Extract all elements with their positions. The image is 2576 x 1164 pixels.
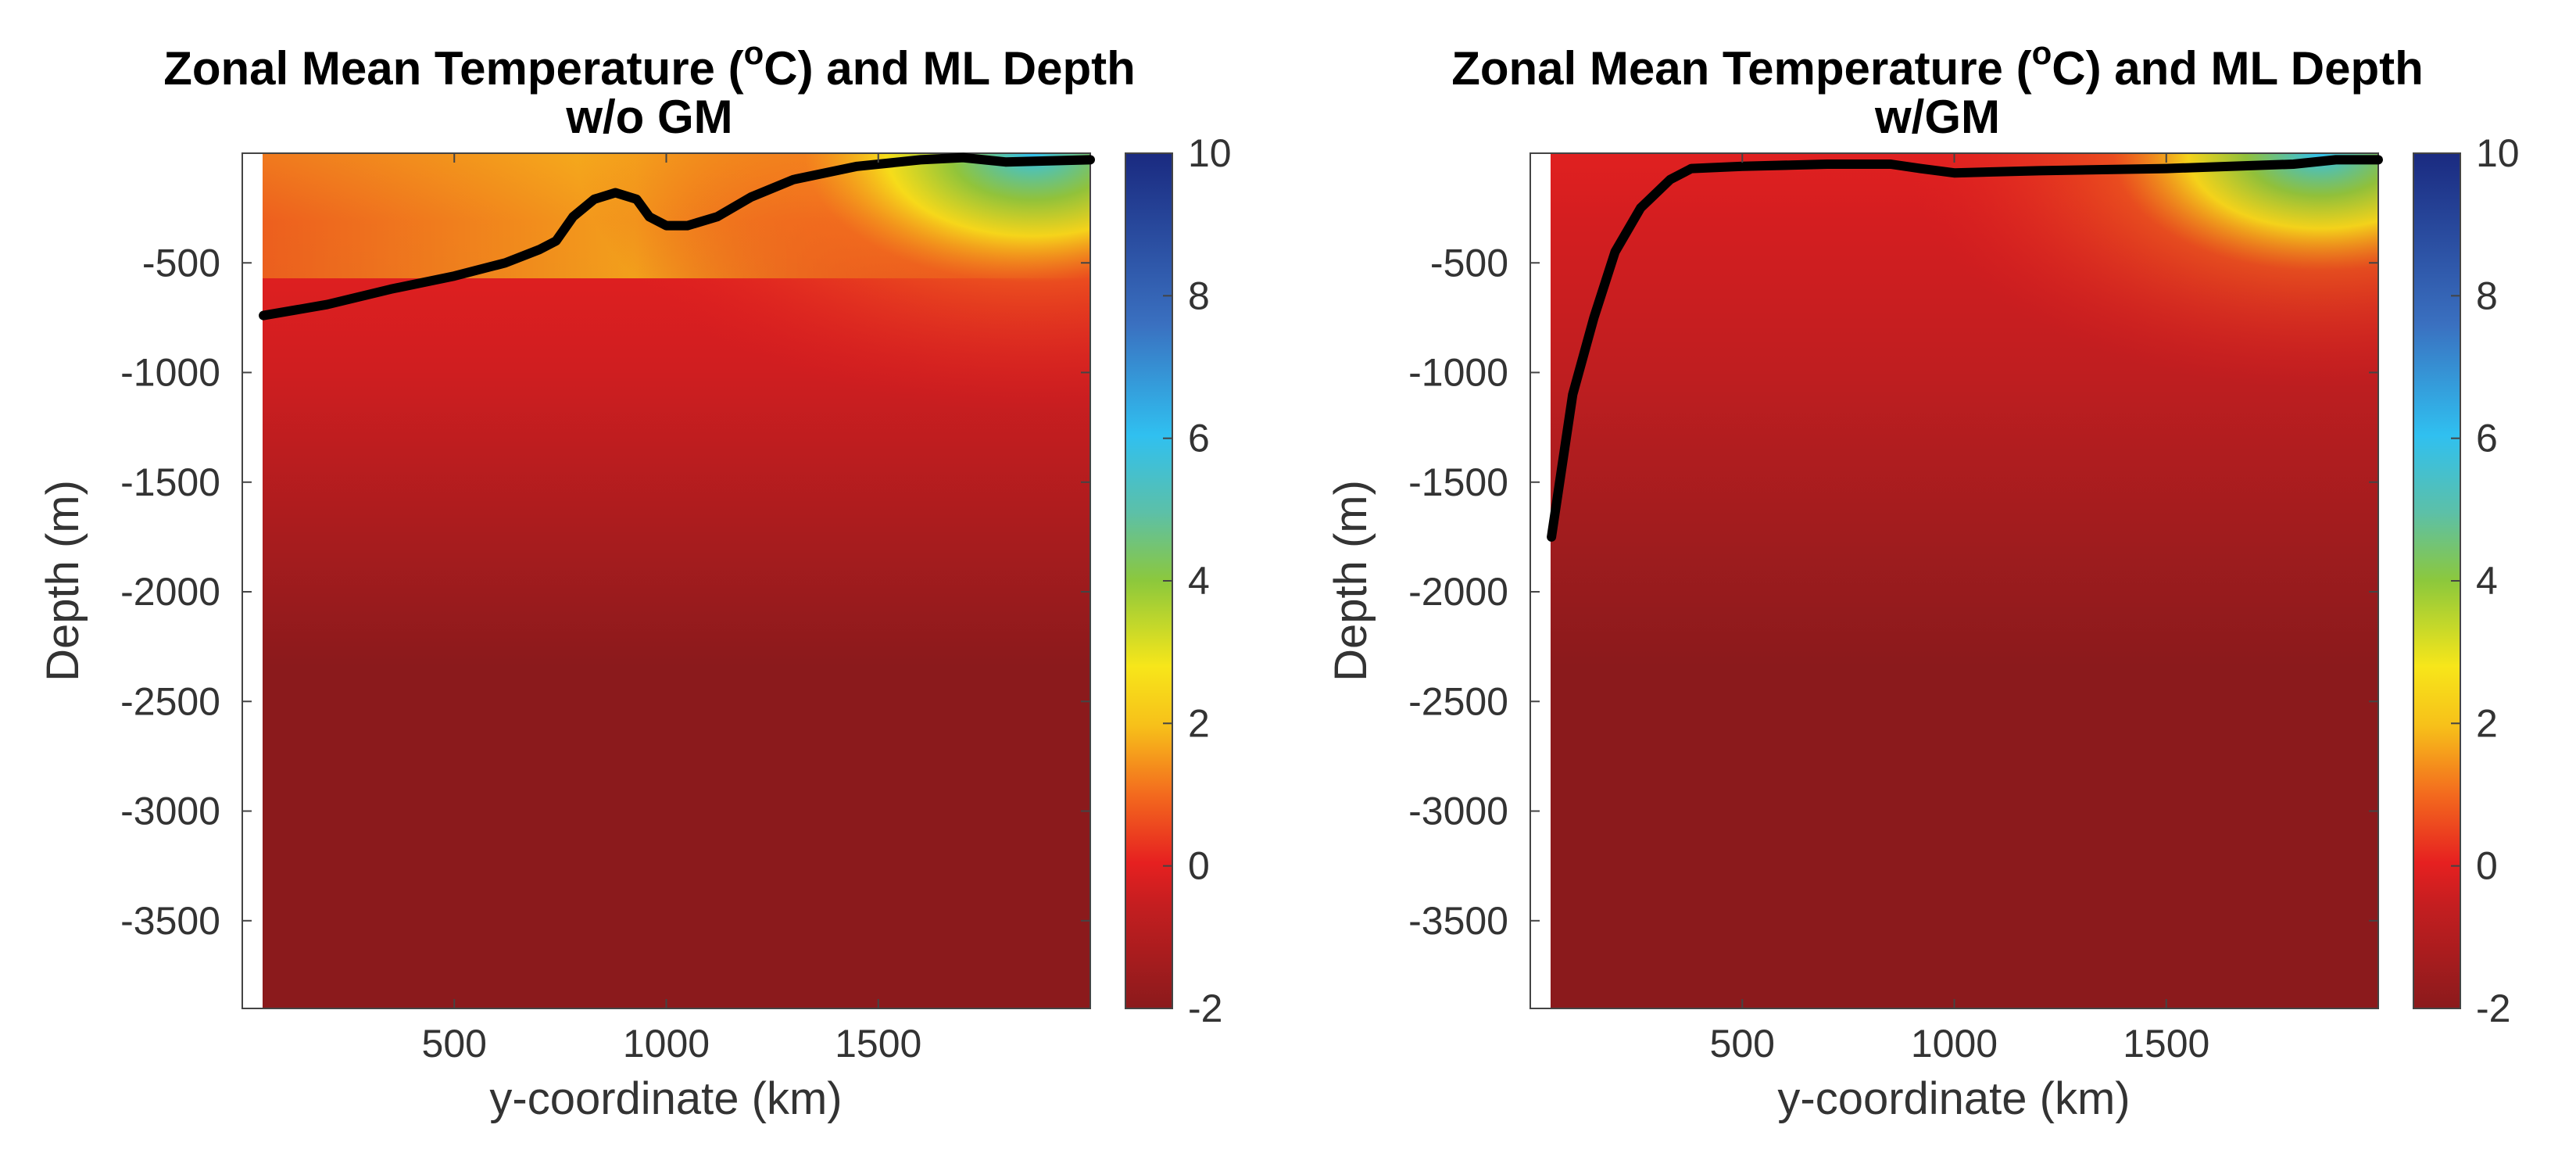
heatmap-field: [263, 153, 1090, 1008]
y-tick-label: -3000: [120, 790, 220, 833]
chart-subtitle: w/o GM: [565, 91, 732, 143]
title-line-part-2: C) and ML Depth: [764, 42, 1136, 95]
y-tick-label: -500: [1430, 241, 1508, 285]
svg-text:Zonal Mean Temperature (oC) an: Zonal Mean Temperature (oC) and ML Depth: [163, 34, 1136, 95]
colorbar: 10 8 6 4 2 0 -2: [2413, 131, 2520, 1030]
title-line-part-2: C) and ML Depth: [2052, 42, 2424, 95]
y-tick-label: -3500: [120, 899, 220, 943]
colorbar-tick-label: 10: [1188, 131, 1232, 175]
x-tick-label: 500: [422, 1022, 487, 1066]
x-tick-label: 1000: [1911, 1022, 1998, 1066]
y-tick-label: -3500: [1408, 899, 1508, 943]
x-ticks: 500 1000 1500: [1710, 153, 2209, 1066]
y-ticks: -500 -1000 -1500 -2000 -2500 -3000 -3500: [120, 241, 1090, 943]
colorbar-tick-label: 8: [2476, 274, 2498, 317]
chart-svg-left: Zonal Mean Temperature (oC) and ML Depth…: [38, 34, 1232, 1124]
colorbar-tick-label: 10: [2476, 131, 2520, 175]
colorbar-ticks: 10 8 6 4 2 0 -2: [1163, 131, 1232, 1030]
colorbar-tick-label: 2: [2476, 701, 2498, 745]
y-tick-label: -1000: [1408, 351, 1508, 395]
y-tick-label: -500: [142, 241, 220, 285]
y-axis-label: Depth (m): [38, 480, 88, 682]
x-tick-label: 1500: [2123, 1022, 2209, 1066]
title-superscript: o: [744, 34, 764, 71]
colorbar-tick-label: 0: [1188, 844, 1210, 888]
colorbar-tick-label: 6: [1188, 417, 1210, 460]
heatmap-field: [1551, 153, 2378, 1008]
field-warm-region: [263, 153, 1090, 1008]
chart-title: Zonal Mean Temperature (oC) and ML Depth…: [1451, 34, 2424, 143]
colorbar: 10 8 6 4 2 0 -2: [1125, 131, 1232, 1030]
colorbar-tick-label: 2: [1188, 701, 1210, 745]
x-axis-label: y-coordinate (km): [489, 1073, 842, 1124]
colorbar-tick-label: 8: [1188, 274, 1210, 317]
x-axis-label: y-coordinate (km): [1777, 1073, 2130, 1124]
y-tick-label: -1000: [120, 351, 220, 395]
title-line-part-1: Zonal Mean Temperature (: [163, 42, 743, 95]
y-tick-label: -1500: [120, 460, 220, 504]
y-tick-label: -2000: [120, 570, 220, 614]
y-tick-label: -3000: [1408, 790, 1508, 833]
chart-panel-left: Zonal Mean Temperature (oC) and ML Depth…: [0, 0, 1288, 1160]
chart-subtitle: w/GM: [1874, 91, 2000, 143]
y-tick-label: -1500: [1408, 460, 1508, 504]
svg-text:Zonal Mean Temperature (oC) an: Zonal Mean Temperature (oC) and ML Depth: [1451, 34, 2424, 95]
title-line-part-1: Zonal Mean Temperature (: [1451, 42, 2031, 95]
colorbar-ticks: 10 8 6 4 2 0 -2: [2451, 131, 2520, 1030]
chart-svg-right: Zonal Mean Temperature (oC) and ML Depth…: [1326, 34, 2520, 1124]
y-tick-label: -2000: [1408, 570, 1508, 614]
field-warm-region: [1551, 153, 2378, 1008]
colorbar-tick-label: 4: [2476, 559, 2498, 603]
colorbar-tick-label: -2: [1188, 987, 1222, 1030]
colorbar-tick-label: 0: [2476, 844, 2498, 888]
chart-title: Zonal Mean Temperature (oC) and ML Depth…: [163, 34, 1136, 143]
x-tick-label: 1000: [623, 1022, 710, 1066]
x-ticks: 500 1000 1500: [422, 153, 921, 1066]
colorbar-tick-label: 6: [2476, 417, 2498, 460]
y-tick-label: -2500: [1408, 679, 1508, 723]
x-tick-label: 1500: [835, 1022, 921, 1066]
y-axis-label: Depth (m): [1326, 480, 1376, 682]
ml-depth-line: [259, 152, 1095, 321]
title-superscript: o: [2032, 34, 2052, 71]
y-tick-label: -2500: [120, 679, 220, 723]
y-ticks: -500 -1000 -1500 -2000 -2500 -3000 -3500: [1408, 241, 2378, 943]
colorbar-tick-label: 4: [1188, 559, 1210, 603]
chart-panel-right: Zonal Mean Temperature (oC) and ML Depth…: [1288, 0, 2576, 1160]
colorbar-tick-label: -2: [2476, 987, 2510, 1030]
x-tick-label: 500: [1710, 1022, 1775, 1066]
ml-depth-line: [1547, 155, 2383, 542]
